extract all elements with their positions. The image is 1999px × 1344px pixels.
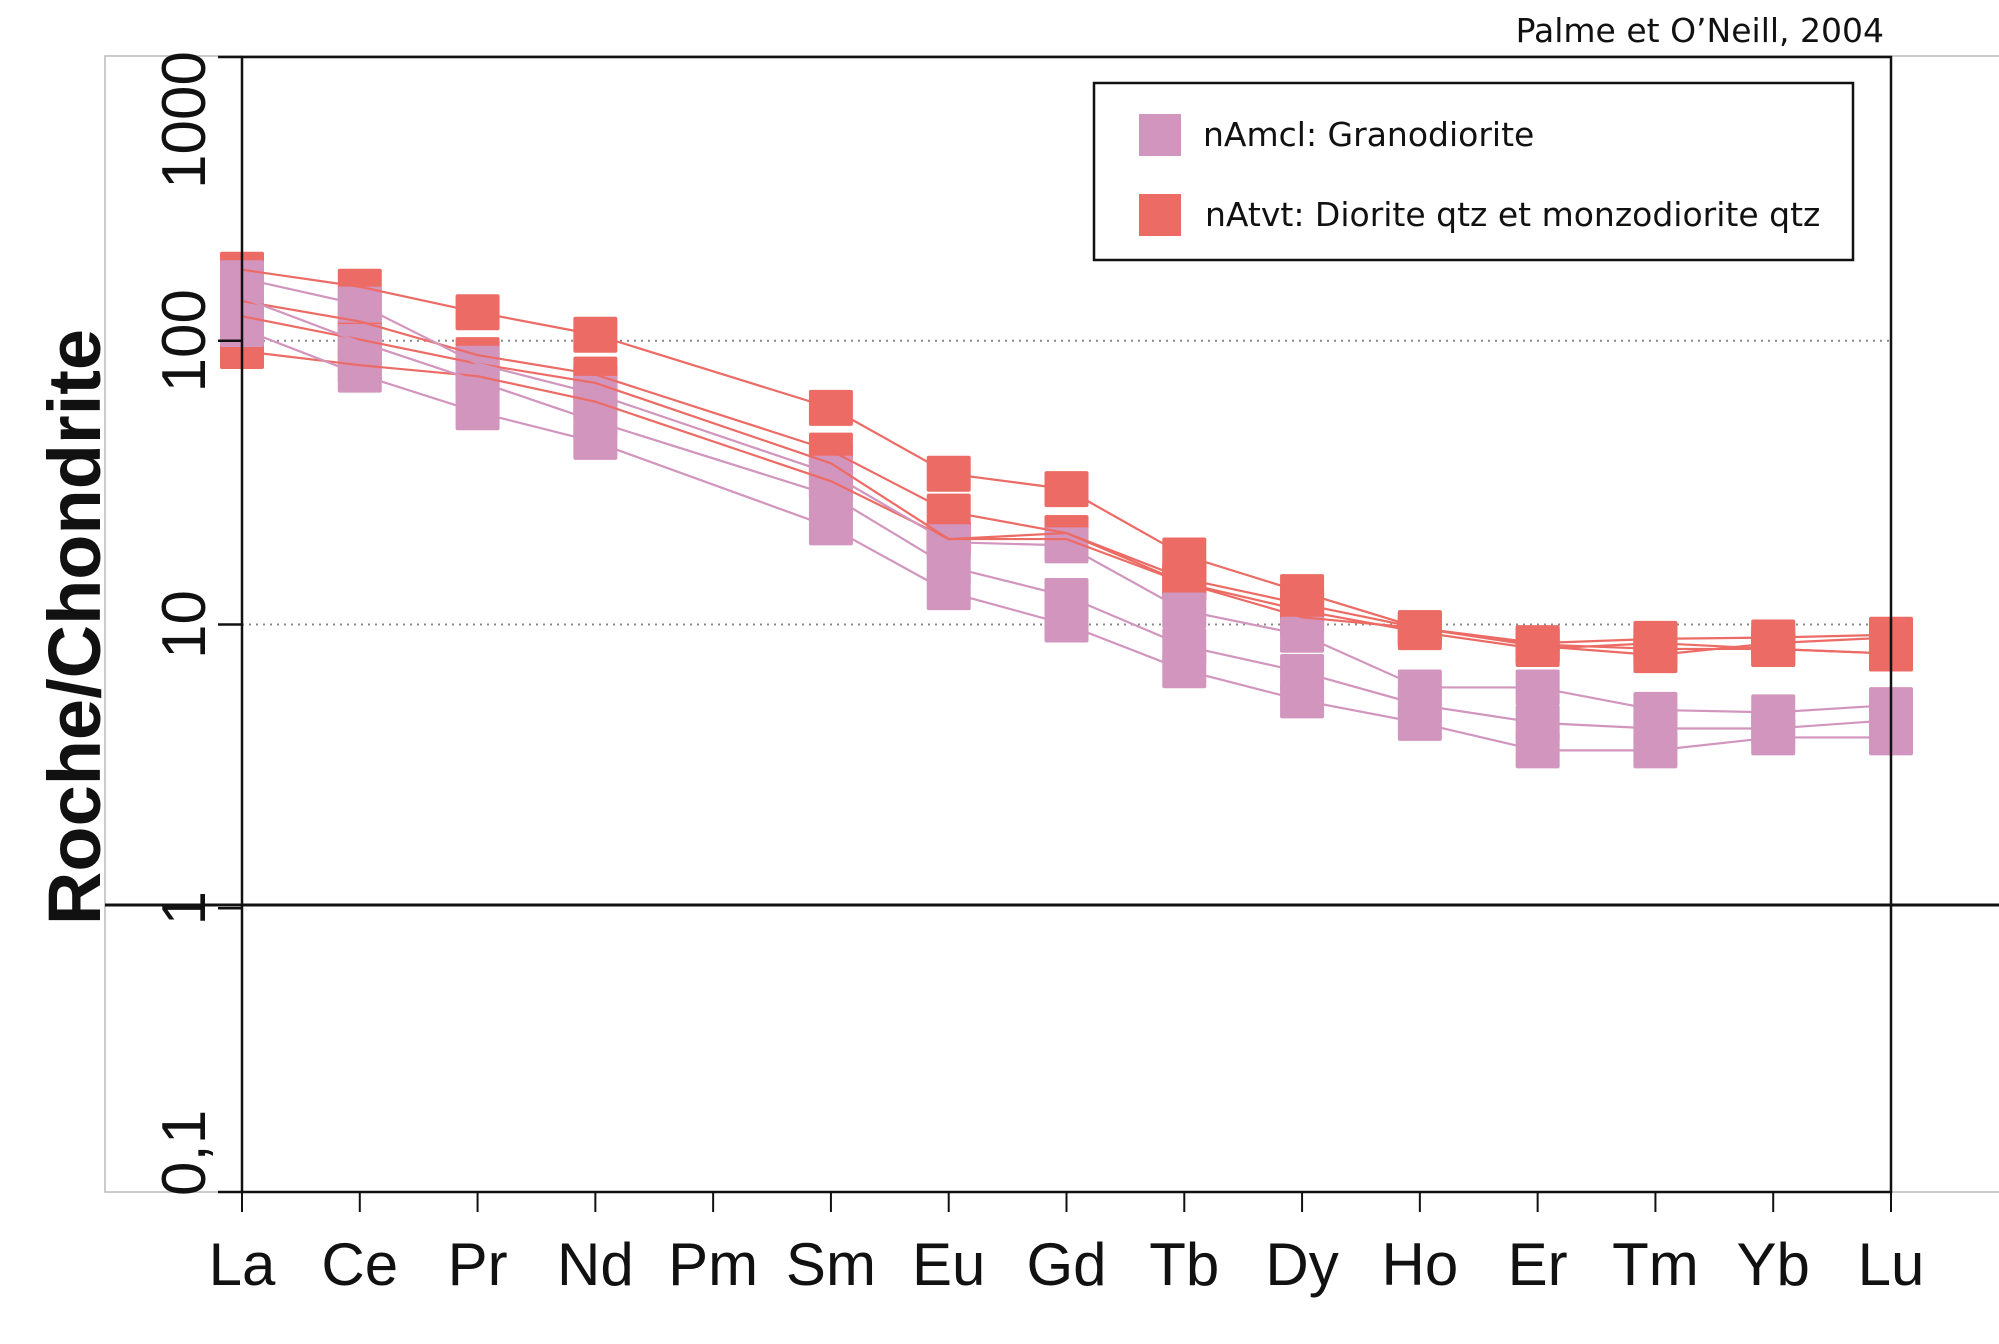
y-tick-label: 1000 [150, 51, 219, 189]
x-tick-label-Er: Er [1508, 1231, 1568, 1298]
series-line-nAtvt-1 [241, 268, 1892, 645]
x-tick-label-Gd: Gd [1026, 1231, 1106, 1298]
series-line-nAtvt-2 [241, 299, 1892, 657]
y-tick-label: 0,1 [150, 1110, 219, 1196]
x-tick-label-Pr: Pr [448, 1231, 508, 1298]
x-tick-label-Yb: Yb [1737, 1231, 1810, 1298]
x-tick-label-Nd: Nd [557, 1231, 634, 1298]
y-tick-label: 100 [150, 289, 219, 392]
legend-box [1092, 81, 1855, 262]
x-tick-label-Pm: Pm [668, 1231, 758, 1298]
series-line-nAmcl-2 [241, 296, 1892, 730]
series-line-nAmcl-1 [241, 277, 1892, 714]
x-tick-label-Sm: Sm [786, 1231, 876, 1298]
legend-swatch-nAmcl [1139, 114, 1181, 156]
y-tick-label: 1 [150, 891, 219, 925]
series-line-nAtvt-4 [241, 349, 1892, 655]
x-tick-label-La: La [209, 1231, 276, 1298]
x-tick-label-Lu: Lu [1858, 1231, 1925, 1298]
x-tick-label-Tb: Tb [1149, 1231, 1219, 1298]
series-line-nAtvt-3 [241, 315, 1892, 655]
legend: nAmcl: Granodiorite nAtvt: Diorite qtz e… [1092, 81, 1855, 262]
series-line-nAmcl-3 [241, 327, 1891, 752]
legend-label-nAmcl: nAmcl: Granodiorite [1203, 115, 1534, 154]
x-tick-label-Ho: Ho [1382, 1231, 1459, 1298]
legend-label-nAtvt: nAtvt: Diorite qtz et monzodiorite qtz [1205, 195, 1820, 234]
x-tick-label-Eu: Eu [912, 1231, 985, 1298]
x-tick-label-Tm: Tm [1612, 1231, 1699, 1298]
y-tick-label: 10 [150, 590, 219, 659]
x-tick-label-Dy: Dy [1265, 1231, 1338, 1298]
y-axis-title: Roche/Chondrite [33, 329, 116, 925]
reference-label: Palme et O’Neill, 2004 [1516, 11, 1884, 50]
legend-swatch-nAtvt [1139, 194, 1181, 236]
x-tick-label-Ce: Ce [321, 1231, 398, 1298]
